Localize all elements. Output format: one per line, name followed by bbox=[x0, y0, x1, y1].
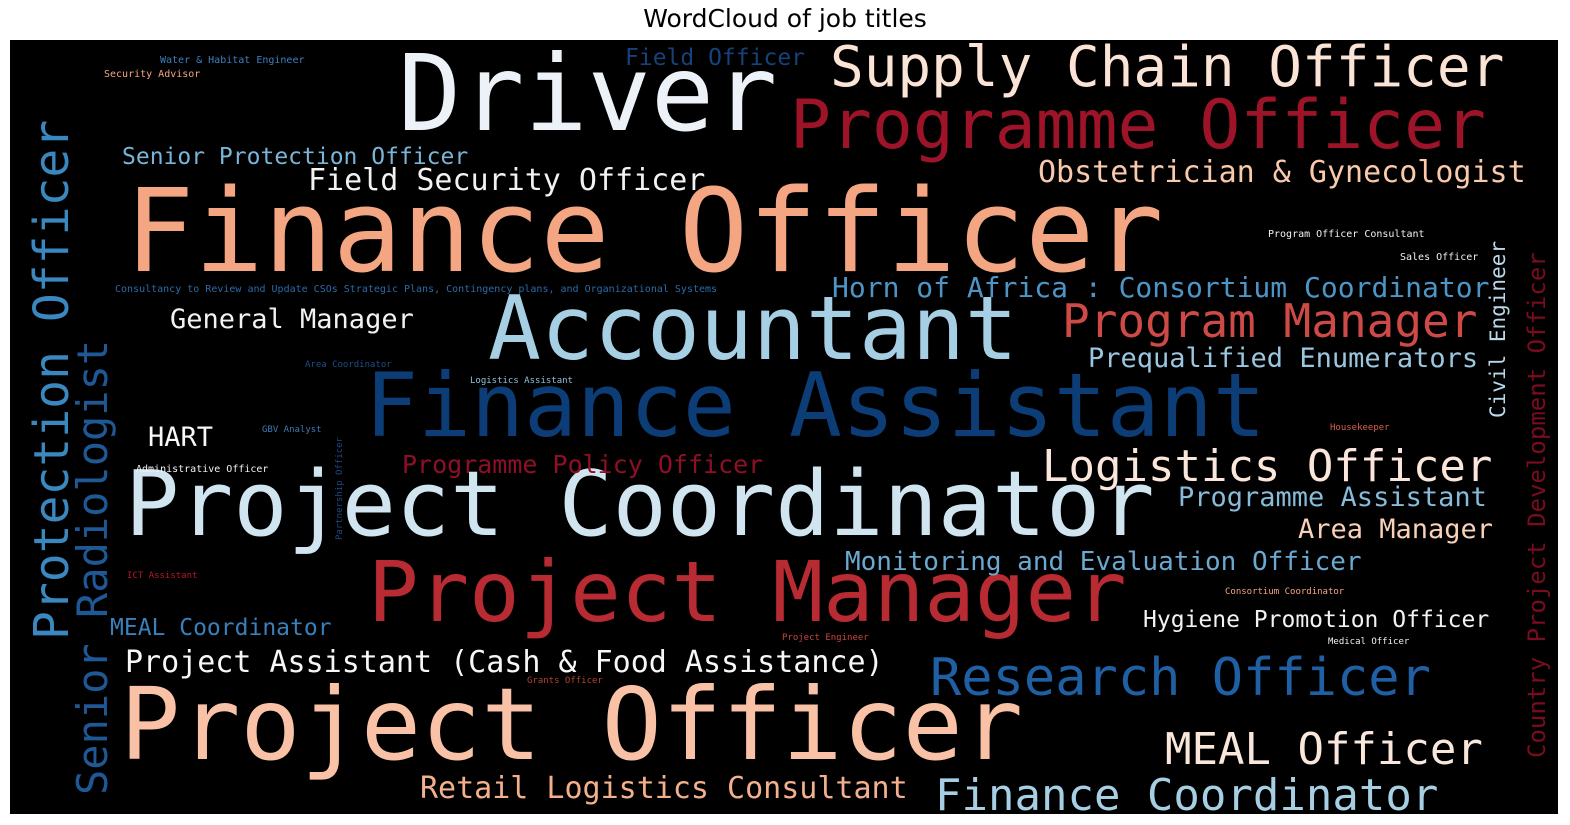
word-area-coordinator: Area Coordinator bbox=[305, 360, 392, 370]
word-driver: Driver bbox=[398, 40, 778, 155]
word-monitoring-and-evaluation-officer: Monitoring and Evaluation Officer bbox=[845, 547, 1362, 577]
word-administrative-officer: Administrative Officer bbox=[136, 464, 269, 475]
word-horn-of-africa-consortium-coordinator: Horn of Africa : Consortium Coordinator bbox=[832, 271, 1490, 304]
word-gbv-analyst: GBV Analyst bbox=[262, 425, 322, 435]
word-prequalified-enumerators: Prequalified Enumerators bbox=[1088, 343, 1479, 374]
word-finance-officer: Finance Officer bbox=[125, 165, 1164, 299]
word-meal-coordinator: MEAL Coordinator bbox=[110, 615, 332, 641]
word-project-manager: Project Manager bbox=[368, 543, 1127, 641]
word-security-advisor: Security Advisor bbox=[104, 69, 201, 80]
word-project-officer: Project Officer bbox=[120, 666, 1024, 783]
wordcloud-canvas: Finance Officer Driver Project Officer Proj… bbox=[10, 40, 1558, 814]
word-sales-officer: Sales Officer bbox=[1400, 252, 1479, 263]
word-finance-coordinator: Finance Coordinator bbox=[935, 770, 1439, 815]
word-accountant: Accountant bbox=[488, 277, 1018, 380]
word-country-project-development-officer: Country Project Development Officer bbox=[1523, 252, 1551, 758]
word-housekeeper: Housekeeper bbox=[1330, 423, 1390, 433]
word-program-officer-consultant: Program Officer Consultant bbox=[1268, 229, 1425, 240]
word-medical-officer: Medical Officer bbox=[1328, 637, 1410, 647]
word-project-engineer: Project Engineer bbox=[782, 633, 869, 643]
chart-title: WordCloud of job titles bbox=[643, 4, 927, 33]
word-research-officer: Research Officer bbox=[930, 648, 1431, 708]
word-logistics-officer: Logistics Officer bbox=[1042, 441, 1493, 492]
word-finance-assistant: Finance Assistant bbox=[365, 354, 1266, 457]
word-project-coordinator: Project Coordinator bbox=[125, 452, 1155, 557]
word-programme-officer: Programme Officer bbox=[790, 86, 1486, 165]
word-civil-engineer: Civil Engineer bbox=[1486, 240, 1510, 418]
word-consultancy-to-review-and-update-csos-strategic-plans-contingency-plans-and-organizational-systems: Consultancy to Review and Update CSOs St… bbox=[115, 284, 718, 295]
word-meal-officer: MEAL Officer bbox=[1165, 724, 1483, 775]
word-obstetrician-gynecologist: Obstetrician & Gynecologist bbox=[1038, 155, 1526, 190]
word-general-manager: General Manager bbox=[170, 304, 414, 335]
word-grants-officer: Grants Officer bbox=[527, 676, 603, 686]
word-retail-logistics-consultant: Retail Logistics Consultant bbox=[420, 771, 908, 806]
word-supply-chain-officer: Supply Chain Officer bbox=[830, 40, 1505, 100]
word-senior-protection-officer: Senior Protection Officer bbox=[122, 144, 469, 170]
word-partnership-officer: Partnership Officer bbox=[335, 437, 345, 540]
word-ict-assistant: ICT Assistant bbox=[127, 571, 198, 581]
word-hart: HART bbox=[148, 422, 214, 453]
word-area-manager: Area Manager bbox=[1298, 514, 1494, 545]
word-hygiene-promotion-officer: Hygiene Promotion Officer bbox=[1143, 607, 1490, 633]
word-project-assistant-cash-food-assistance: Project Assistant (Cash & Food Assistanc… bbox=[125, 645, 884, 680]
word-senior-radiologist: Senior Radiologist bbox=[68, 339, 117, 795]
word-programme-policy-officer: Programme Policy Officer bbox=[402, 450, 764, 479]
word-program-manager: Program Manager bbox=[1062, 294, 1478, 348]
word-water-habitat-engineer: Water & Habitat Engineer bbox=[160, 55, 305, 66]
word-consortium-coordinator: Consortium Coordinator bbox=[1225, 587, 1345, 597]
word-field-security-officer: Field Security Officer bbox=[308, 163, 706, 198]
word-field-officer: Field Officer bbox=[625, 45, 806, 71]
word-logistics-assistant: Logistics Assistant bbox=[470, 376, 573, 386]
word-programme-assistant: Programme Assistant bbox=[1178, 482, 1487, 513]
